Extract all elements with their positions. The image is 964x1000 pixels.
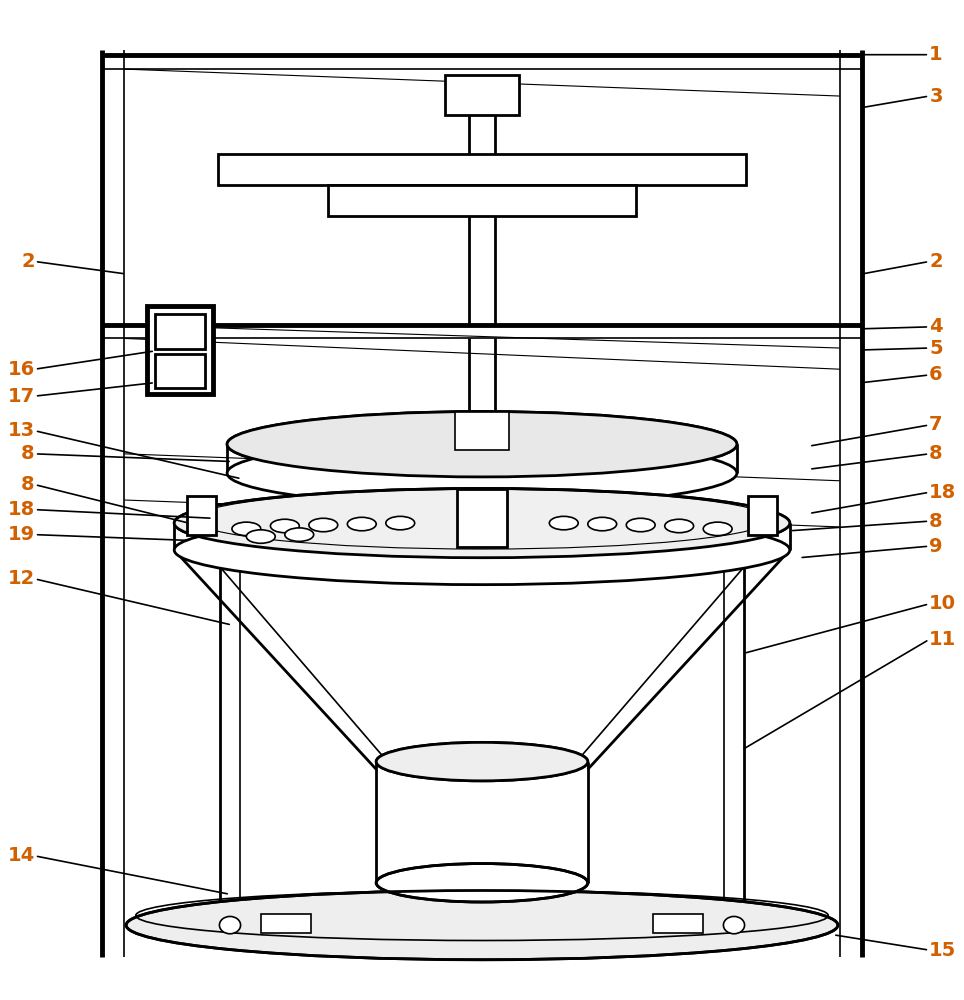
- Text: 16: 16: [8, 360, 35, 379]
- Ellipse shape: [549, 516, 578, 530]
- Bar: [328, 185, 636, 216]
- Text: 17: 17: [8, 387, 35, 406]
- Text: 6: 6: [929, 365, 943, 384]
- Ellipse shape: [174, 515, 790, 585]
- Ellipse shape: [588, 517, 617, 531]
- Ellipse shape: [220, 916, 241, 934]
- Text: 13: 13: [8, 421, 35, 440]
- Ellipse shape: [665, 519, 693, 533]
- Ellipse shape: [126, 890, 838, 960]
- Ellipse shape: [347, 517, 376, 531]
- Ellipse shape: [308, 518, 337, 532]
- Ellipse shape: [703, 522, 732, 536]
- Text: 1: 1: [929, 45, 943, 64]
- Ellipse shape: [174, 488, 790, 558]
- Bar: [187, 496, 216, 535]
- Ellipse shape: [284, 528, 313, 541]
- Bar: [457, 489, 507, 547]
- Bar: [261, 914, 310, 933]
- Text: 8: 8: [21, 475, 35, 494]
- Text: 11: 11: [929, 630, 956, 649]
- Text: 2: 2: [21, 252, 35, 271]
- Text: 19: 19: [8, 525, 35, 544]
- Text: 15: 15: [929, 941, 956, 960]
- Ellipse shape: [271, 519, 299, 533]
- Ellipse shape: [228, 412, 736, 477]
- Ellipse shape: [247, 530, 275, 543]
- Bar: [218, 154, 746, 185]
- Ellipse shape: [232, 522, 261, 536]
- Text: 4: 4: [929, 317, 943, 336]
- Text: 12: 12: [8, 569, 35, 588]
- Text: 2: 2: [929, 252, 943, 271]
- Ellipse shape: [627, 518, 656, 532]
- Bar: [748, 496, 777, 535]
- Bar: [654, 914, 703, 933]
- Text: 9: 9: [929, 537, 943, 556]
- Ellipse shape: [228, 440, 736, 506]
- Text: 18: 18: [929, 483, 956, 502]
- Text: 8: 8: [21, 444, 35, 463]
- Text: 3: 3: [929, 87, 943, 106]
- Bar: [155, 354, 205, 388]
- Text: 8: 8: [929, 444, 943, 463]
- Bar: [147, 306, 213, 394]
- Text: 5: 5: [929, 339, 943, 358]
- Ellipse shape: [174, 488, 790, 558]
- Text: 10: 10: [929, 594, 956, 613]
- Bar: [455, 412, 509, 450]
- Text: 14: 14: [8, 846, 35, 865]
- Ellipse shape: [376, 864, 588, 902]
- Ellipse shape: [228, 412, 736, 477]
- Text: 8: 8: [929, 512, 943, 531]
- Text: 18: 18: [8, 500, 35, 519]
- Ellipse shape: [376, 742, 588, 781]
- Text: 7: 7: [929, 415, 943, 434]
- Ellipse shape: [386, 516, 415, 530]
- Bar: [155, 314, 205, 349]
- Ellipse shape: [376, 742, 588, 781]
- Ellipse shape: [723, 916, 744, 934]
- Bar: [445, 75, 519, 115]
